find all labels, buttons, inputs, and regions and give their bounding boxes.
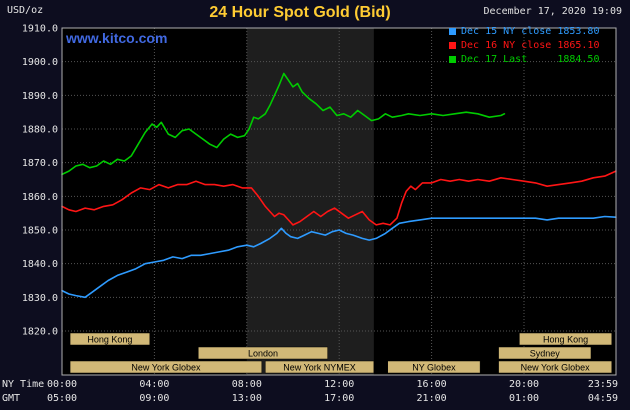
- legend-item: Dec 16 NY close 1865.10: [449, 38, 599, 52]
- chart-title: 24 Hour Spot Gold (Bid): [209, 4, 391, 21]
- y-tick-label: 1900.0: [22, 57, 58, 68]
- x-tick-label-ny: 00:00: [47, 379, 77, 390]
- y-tick-label: 1890.0: [22, 91, 58, 102]
- y-tick-label: 1830.0: [22, 293, 58, 304]
- session-label: NY Globex: [412, 363, 456, 373]
- series-line-dec-17: [61, 72, 506, 176]
- x-tick-label-ny: 20:00: [509, 379, 539, 390]
- x-tick-label-ny: 12:00: [324, 379, 354, 390]
- y-axis-unit-label: USD/oz: [7, 5, 44, 16]
- session-label: Hong Kong: [87, 335, 132, 345]
- session-box: [69, 360, 263, 374]
- legend-item-label: Dec 16 NY close 1865.10: [461, 39, 600, 51]
- legend-item: Dec 15 NY close 1853.80: [449, 24, 599, 38]
- chart-datetime: December 17, 2020 19:09: [483, 6, 622, 17]
- legend-item-label: Dec 15 NY close 1853.80: [461, 25, 600, 37]
- y-tick-label: 1850.0: [22, 226, 58, 237]
- session-label: London: [248, 349, 278, 359]
- x-axis-row-label-gmt: GMT: [2, 393, 20, 404]
- x-tick-label-gmt: 17:00: [324, 393, 354, 404]
- session-label: New York Globex: [521, 363, 591, 373]
- y-tick-label: 1880.0: [22, 125, 58, 136]
- y-tick-label: 1840.0: [22, 259, 58, 270]
- x-tick-label-ny: 23:59: [588, 379, 618, 390]
- y-tick-label: 1860.0: [22, 192, 58, 203]
- x-tick-label-gmt: 21:00: [417, 393, 447, 404]
- session-label: Sydney: [530, 349, 561, 359]
- session-box: [69, 332, 151, 346]
- x-tick-label-gmt: 09:00: [139, 393, 169, 404]
- session-label: New York NYMEX: [283, 363, 356, 373]
- legend-swatch-icon: [449, 41, 456, 49]
- legend-swatch-icon: [449, 27, 456, 35]
- x-tick-label-ny: 16:00: [417, 379, 447, 390]
- y-tick-label: 1910.0: [22, 24, 58, 35]
- legend-item: Dec 17 Last 1884.50: [449, 52, 599, 66]
- session-box: [498, 346, 592, 360]
- x-tick-label-gmt: 04:59: [588, 393, 618, 404]
- legend-item-label: Dec 17 Last 1884.50: [461, 53, 600, 65]
- series-line-dec-16: [61, 170, 617, 226]
- legend-swatch-icon: [449, 55, 456, 63]
- session-box: [498, 360, 613, 374]
- session-label: Hong Kong: [543, 335, 588, 345]
- session-box: [387, 360, 481, 374]
- x-tick-label-ny: 04:00: [139, 379, 169, 390]
- session-box: [198, 346, 328, 360]
- y-tick-label: 1870.0: [22, 158, 58, 169]
- nymex-highlight-band: [246, 28, 374, 375]
- plot-border: [61, 27, 617, 376]
- x-tick-label-ny: 08:00: [232, 379, 262, 390]
- session-box: [519, 332, 613, 346]
- session-label: New York Globex: [131, 363, 201, 373]
- series-line-dec-15: [61, 215, 617, 299]
- x-tick-label-gmt: 05:00: [47, 393, 77, 404]
- y-tick-label: 1820.0: [22, 327, 58, 338]
- x-tick-label-gmt: 13:00: [232, 393, 262, 404]
- x-tick-label-gmt: 01:00: [509, 393, 539, 404]
- kitco-watermark-link[interactable]: www.kitco.com: [66, 30, 168, 46]
- chart-legend: Dec 15 NY close 1853.80 Dec 16 NY close 1…: [449, 24, 599, 66]
- x-axis-row-label-ny: NY Time: [2, 379, 44, 390]
- session-box: [265, 360, 375, 374]
